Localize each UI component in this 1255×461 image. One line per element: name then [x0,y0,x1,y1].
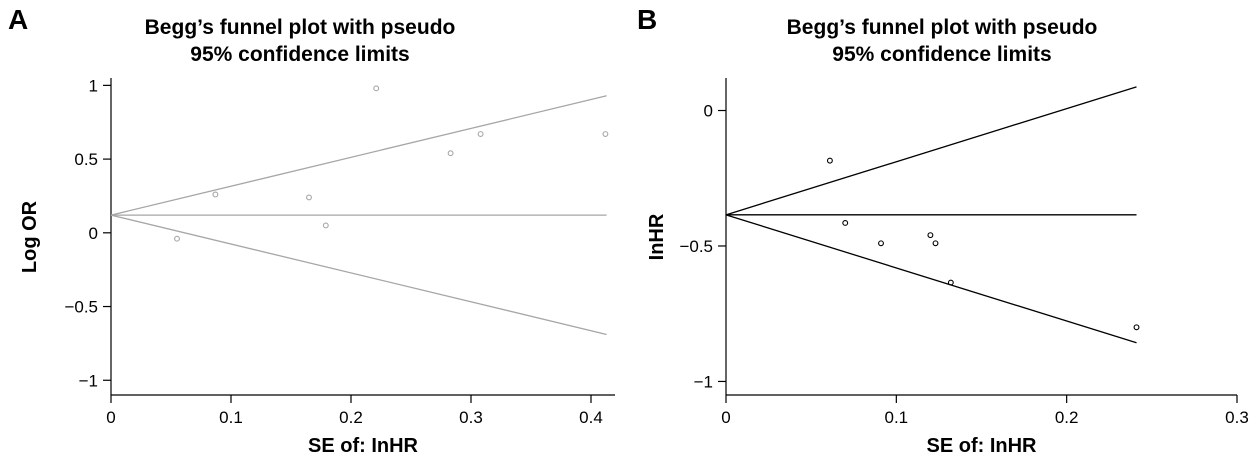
panel-label-b: B [637,4,658,35]
funnel-plot-panel-b: B Begg’s funnel plot with pseudo 95% con… [627,0,1255,461]
x-tick-label: 0 [721,408,730,427]
chart-title-b-line-2: 95% confidence limits [832,43,1052,66]
x-tick-label: 0 [106,408,115,427]
x-tick-label: 0.2 [339,408,363,427]
chart-title-b: Begg’s funnel plot with pseudo 95% confi… [747,14,1137,68]
y-tick-label: 1 [89,76,98,95]
lower-confidence-limit-line [725,214,1137,344]
study-point-marker [947,279,954,286]
chart-title-a-line-1: Begg’s funnel plot with pseudo [144,16,456,39]
study-point-marker [174,235,180,242]
upper-confidence-limit-line [110,95,607,216]
y-tick-label: 0 [89,224,98,243]
funnel-plot-panel-a: A Begg’s funnel plot with pseudo 95% con… [0,0,627,461]
study-point-marker [212,191,219,198]
x-tick-label: 0.4 [579,408,603,427]
lower-confidence-limit-line [110,214,607,336]
y-tick-label: −1 [694,372,713,391]
x-axis-label: SE of: InHR [927,435,1038,457]
chart-title-a: Begg’s funnel plot with pseudo 95% confi… [110,14,490,68]
funnel-plot-a-svg: −1 −0.5 0 0.5 1 0 0.1 0.2 0.3 0.4 SE of: InHR Log O… [19,76,615,457]
x-tick-label: 0.3 [1225,408,1249,427]
y-axis-label: InHR [646,213,668,260]
upper-confidence-limit-line [725,86,1137,216]
study-point-marker [477,131,484,137]
y-tick-label: −1 [79,371,98,390]
x-tick-label: 0.1 [219,408,243,427]
y-tick-label: 0 [704,102,713,121]
x-tick-label: 0.2 [1055,408,1079,427]
study-point-marker [373,85,380,92]
x-tick-label: 0.1 [885,408,909,427]
study-point-marker [932,240,939,247]
x-tick-label: 0.3 [459,408,483,427]
study-point-marker [842,220,849,226]
study-point-marker [602,131,609,137]
study-point-marker [927,232,934,239]
study-point-marker [826,157,833,164]
chart-title-a-line-2: 95% confidence limits [190,43,410,66]
panel-label-a: A [8,4,29,35]
x-axis-label: SE of: InHR [308,435,419,457]
study-point-marker [306,194,312,201]
y-tick-label: 0.5 [74,150,98,169]
study-point-marker [878,240,884,247]
study-point-marker [1133,324,1140,331]
y-axis-label: Log OR [19,200,41,273]
y-tick-label: −0.5 [64,298,98,317]
y-tick-label: −0.5 [679,237,713,256]
funnel-plot-b-svg: −1 −0.5 0 0 0.1 0.2 0.3 SE of: InHR InHR [646,78,1249,457]
study-point-marker [322,222,329,229]
study-point-marker [447,150,454,157]
chart-title-b-line-1: Begg’s funnel plot with pseudo [786,16,1098,39]
